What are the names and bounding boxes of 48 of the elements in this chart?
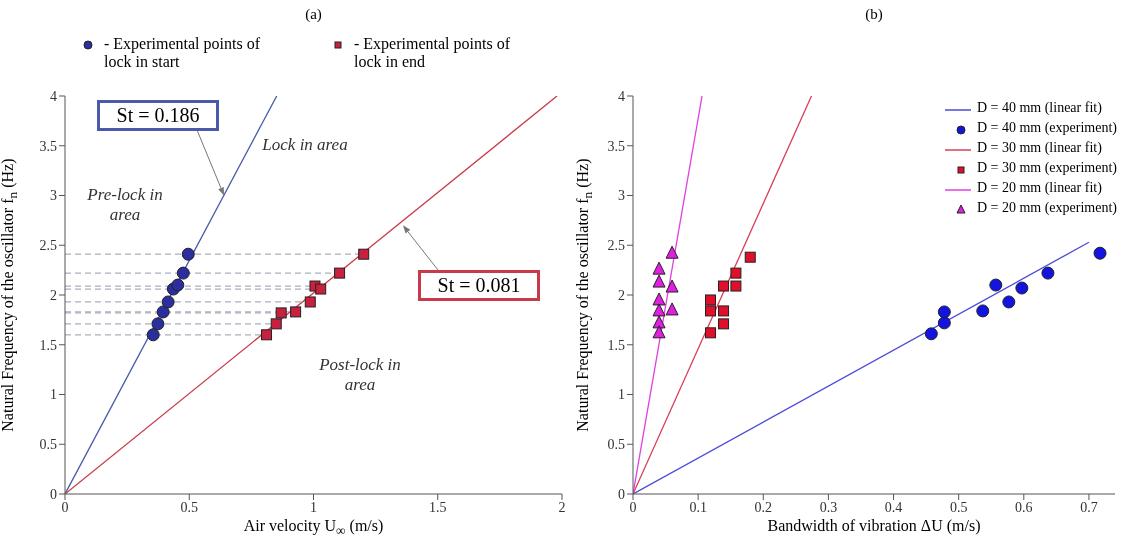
legend-label: - Experimental points of lock in start (104, 35, 260, 71)
legend-label: D = 30 mm (experiment) (976, 160, 1117, 176)
x-axis-title: Air velocity U$_{∞}$ (m/s) (243, 517, 384, 539)
y-tick-label: 1 (50, 387, 57, 403)
y-tick-label: 0 (618, 486, 625, 502)
x-tick-label: 0.5 (949, 499, 968, 515)
legend-label: D = 20 mm (experiment) (976, 200, 1117, 216)
legend-label: D = 40 mm (linear fit) (976, 100, 1102, 116)
annotation: Pre-lock in area (86, 185, 164, 225)
y-tick-label: 2.5 (39, 238, 57, 254)
legend-label: D = 20 mm (linear fit) (976, 180, 1102, 196)
y-tick-label: 0.5 (607, 437, 625, 453)
legend-label: - Experimental points of lock in end (354, 35, 510, 71)
y-tick-label: 0.5 (39, 437, 57, 453)
x-tick-label: 0.7 (1080, 499, 1098, 515)
y-tick-label: 3.5 (607, 138, 625, 154)
chart-title: (b) (865, 6, 883, 22)
legend-label: D = 40 mm (experiment) (976, 120, 1117, 136)
x-tick-label: 1.5 (429, 499, 447, 515)
chart-title: (a) (305, 6, 322, 22)
x-tick-label: 0.2 (754, 499, 773, 515)
x-tick-label: 0.6 (1015, 499, 1033, 515)
y-tick-label: 4 (618, 88, 625, 104)
x-tick-label: 0.5 (180, 499, 198, 515)
x-tick-label: 0.4 (884, 499, 903, 515)
y-tick-label: 3.5 (39, 138, 57, 154)
y-tick-label: 2 (618, 287, 625, 303)
x-tick-label: 0 (629, 499, 637, 515)
legend-label: D = 30 mm (linear fit) (976, 140, 1102, 156)
y-tick-label: 1.5 (39, 337, 57, 353)
annotation: Post-lock in area (318, 355, 402, 395)
y-tick-label: 2.5 (607, 238, 625, 254)
y-tick-label: 2 (50, 287, 57, 303)
x-tick-label: 0 (61, 499, 69, 515)
y-tick-label: 3 (50, 188, 57, 204)
y-tick-label: 1.5 (607, 337, 625, 353)
annotation: St = 0.186 (97, 100, 219, 131)
annotation: Lock in area (261, 135, 349, 155)
x-tick-label: 2 (558, 499, 566, 515)
x-tick-label: 1 (310, 499, 317, 515)
y-tick-label: 0 (50, 486, 57, 502)
x-tick-label: 0.3 (819, 499, 838, 515)
y-tick-label: 1 (618, 387, 625, 403)
y-tick-label: 4 (50, 88, 57, 104)
x-tick-label: 0.1 (689, 499, 707, 515)
annotation: St = 0.081 (418, 270, 540, 301)
y-tick-label: 3 (618, 188, 625, 204)
x-axis-title: Bandwidth of vibration ΔU (m/s) (767, 517, 981, 534)
